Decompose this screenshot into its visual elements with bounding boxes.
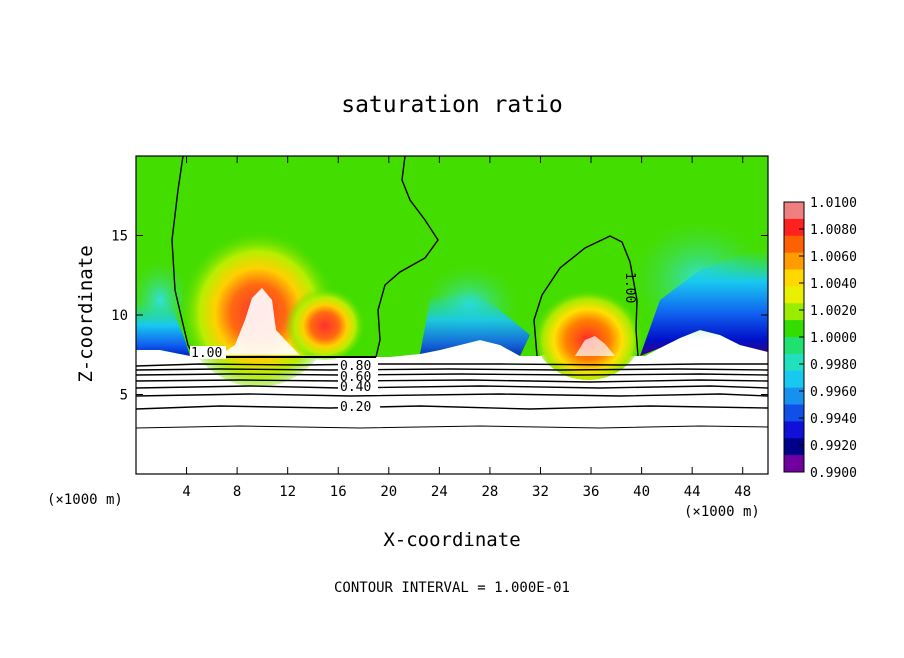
colorbar-swatch bbox=[784, 202, 804, 220]
x-tick-label: 44 bbox=[684, 484, 701, 500]
supersat-plume-3 bbox=[533, 280, 643, 380]
contour-0.70 bbox=[136, 368, 768, 371]
colorbar-label: 0.9940 bbox=[810, 412, 857, 427]
subsat-mid bbox=[420, 290, 530, 356]
contour-label-3: 0.80 bbox=[340, 359, 371, 374]
y-tick-label: 10 bbox=[111, 308, 128, 324]
contour-0.80 bbox=[136, 363, 768, 367]
colorbar: 1.0100 1.0080 1.0060 1.0040 1.0020 1.0000 0.99… bbox=[783, 196, 857, 481]
colorbar-swatch bbox=[784, 421, 804, 439]
x-tick-label: 12 bbox=[279, 484, 296, 500]
label-bg-6 bbox=[338, 400, 380, 413]
contour-label-2: 1.00 bbox=[622, 272, 637, 303]
colorbar-swatch bbox=[784, 320, 804, 338]
colorbar-label: 1.0020 bbox=[810, 304, 857, 319]
colorbar-label: 1.0060 bbox=[810, 250, 857, 265]
cloud-core bbox=[220, 288, 300, 355]
label-bg-4 bbox=[338, 371, 378, 383]
label-bg-1 bbox=[190, 346, 226, 359]
subsat-left bbox=[136, 300, 190, 356]
x-axis: 4 8 12 16 20 24 28 32 36 40 44 48 bbox=[182, 156, 751, 500]
contour-label-1: 1.00 bbox=[191, 346, 222, 361]
colorbar-swatch bbox=[784, 269, 804, 287]
contour-label-6: 0.20 bbox=[340, 400, 371, 415]
x-unit-left: (×1000 m) bbox=[47, 492, 123, 508]
colorbar-swatch bbox=[784, 252, 804, 270]
x-tick-label: 32 bbox=[532, 484, 549, 500]
chart-title: saturation ratio bbox=[341, 92, 563, 118]
x-unit-right: (×1000 m) bbox=[684, 504, 760, 520]
label-bg-5 bbox=[338, 381, 378, 393]
x-axis-label: X-coordinate bbox=[383, 529, 520, 551]
contour-0.40 bbox=[136, 385, 768, 389]
colorbar-label: 1.0080 bbox=[810, 223, 857, 238]
x-tick-label: 20 bbox=[380, 484, 397, 500]
colorbar-label: 0.9980 bbox=[810, 358, 857, 373]
label-bg-3 bbox=[338, 360, 378, 372]
x-tick-label: 24 bbox=[431, 484, 448, 500]
colorbar-swatch bbox=[784, 303, 804, 321]
colorbar-label: 1.0040 bbox=[810, 277, 857, 292]
x-tick-label: 8 bbox=[233, 484, 241, 500]
y-axis-label: Z-coordinate bbox=[75, 245, 97, 382]
contour-label-5: 0.40 bbox=[340, 380, 371, 395]
colorbar-swatch bbox=[784, 387, 804, 405]
contour-0.20 bbox=[136, 405, 768, 410]
x-tick-label: 40 bbox=[633, 484, 650, 500]
contour-0.10 bbox=[136, 425, 768, 429]
colorbar-swatch bbox=[784, 337, 804, 355]
colorbar-label: 1.0000 bbox=[810, 331, 857, 346]
x-tick-label: 16 bbox=[330, 484, 347, 500]
contour-interval-note: CONTOUR INTERVAL = 1.000E-01 bbox=[334, 580, 570, 596]
subsat-right bbox=[640, 250, 768, 356]
contour-1.00-c bbox=[533, 235, 639, 357]
contour-0.60 bbox=[136, 373, 768, 376]
colorbar-label: 0.9900 bbox=[810, 466, 857, 481]
colorbar-swatch bbox=[784, 438, 804, 456]
colorbar-label: 1.0100 bbox=[810, 196, 857, 211]
supersat-plume-2 bbox=[285, 284, 365, 360]
x-tick-label: 36 bbox=[583, 484, 600, 500]
colorbar-swatch bbox=[784, 455, 804, 473]
x-tick-label: 4 bbox=[182, 484, 190, 500]
contours bbox=[136, 156, 768, 429]
contour-0.30 bbox=[136, 393, 768, 397]
colorbar-swatch bbox=[784, 404, 804, 422]
x-tick-label: 28 bbox=[481, 484, 498, 500]
colorbar-swatch bbox=[784, 286, 804, 304]
colorbar-label: 0.9960 bbox=[810, 385, 857, 400]
contour-1.00-a bbox=[171, 156, 195, 357]
cloud-core-2 bbox=[575, 336, 615, 356]
y-tick-label: 5 bbox=[120, 388, 128, 404]
contour-1.00-b bbox=[375, 156, 439, 358]
y-tick-label: 15 bbox=[111, 229, 128, 245]
contour-labels: 1.00 1.00 0.80 0.60 0.40 0.20 bbox=[190, 272, 637, 415]
colorbar-swatch bbox=[784, 353, 804, 372]
x-tick-label: 48 bbox=[734, 484, 751, 500]
plot-field: 1.00 1.00 0.80 0.60 0.40 0.20 bbox=[136, 156, 768, 474]
colorbar-label: 0.9920 bbox=[810, 439, 857, 454]
colorbar-swatch bbox=[784, 235, 804, 254]
contour-0.50 bbox=[136, 379, 768, 383]
y-axis: 5 10 15 bbox=[111, 229, 768, 404]
colorbar-swatch bbox=[784, 218, 804, 237]
colorbar-swatch bbox=[784, 370, 804, 389]
